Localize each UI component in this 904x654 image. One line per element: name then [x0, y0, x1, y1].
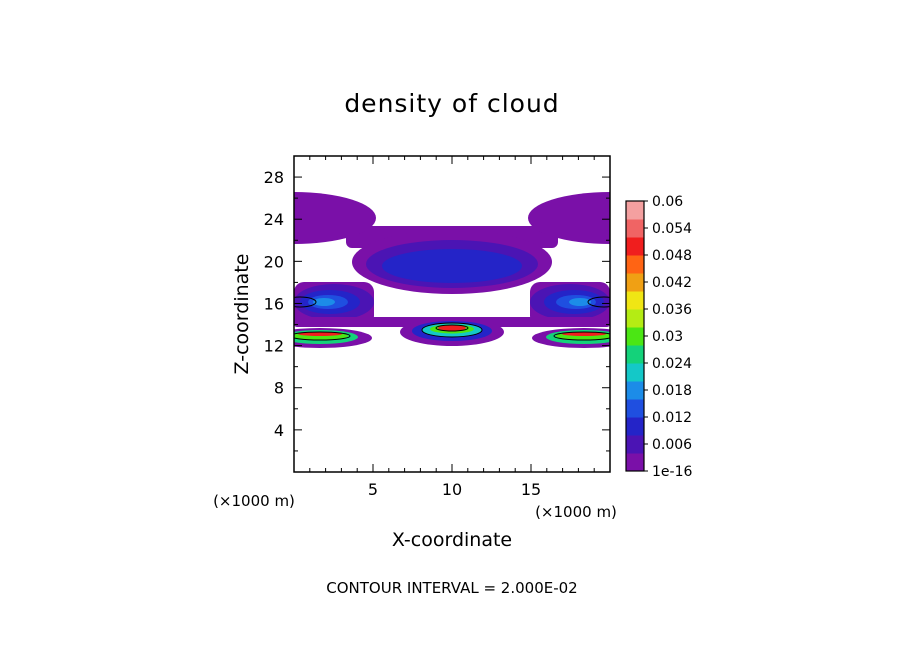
central-core-peak: [438, 325, 466, 331]
x-unit-label-right: (×1000 m): [535, 503, 617, 521]
colorbar-swatch: [626, 399, 644, 418]
chart-title: density of cloud: [344, 89, 559, 118]
colorbar-swatch: [626, 273, 644, 292]
contour-line-4: [553, 331, 610, 341]
cloud-band-level-3: [382, 249, 522, 283]
contour-line-3: [294, 331, 351, 341]
lower-core-left-peak: [298, 332, 342, 336]
y-axis-ticks: 4 8 12 16 20 24 28: [264, 168, 610, 452]
edge-cloud-left-outer: [294, 192, 376, 244]
colorbar-label: 0.012: [652, 410, 692, 426]
y-tick-label: 8: [274, 379, 284, 398]
y-tick-label: 12: [264, 337, 284, 356]
colorbar-label: 0.006: [652, 437, 692, 453]
contour-line-2: [435, 324, 469, 332]
colorbar-label: 0.036: [652, 302, 692, 318]
colorbar-swatch: [626, 237, 644, 256]
contour-line-5: [294, 296, 317, 308]
colorbar-swatch: [626, 309, 644, 328]
colorbar-swatch: [626, 435, 644, 454]
contour-line-1: [421, 322, 483, 338]
colorbar-label: 0.06: [652, 194, 683, 210]
contour-field: [294, 192, 610, 348]
y-axis-label: Z-coordinate: [231, 254, 253, 375]
colorbar-swatch: [626, 327, 644, 346]
y-tick-label: 20: [264, 252, 284, 271]
colorbar-swatch: [626, 219, 644, 238]
y-tick-label: 4: [274, 421, 284, 440]
lower-core-right-peak: [562, 332, 606, 336]
colorbar-swatch: [626, 417, 644, 436]
colorbar-label: 0.018: [652, 383, 692, 399]
colorbar-swatch: [626, 291, 644, 310]
contour-line-6: [587, 296, 610, 308]
x-tick-label: 15: [521, 480, 541, 499]
y-tick-label: 28: [264, 168, 284, 187]
edge-cloud-right-level-5: [569, 298, 591, 306]
contour-interval-note: CONTOUR INTERVAL = 2.000E-02: [326, 579, 577, 597]
colorbar-label: 0.054: [652, 221, 692, 237]
edge-cloud-right-outer: [528, 192, 610, 244]
x-tick-label: 5: [368, 480, 378, 499]
colorbar-swatch: [626, 255, 644, 274]
colorbar-swatch: [626, 201, 644, 220]
colorbar-swatch: [626, 381, 644, 400]
y-tick-label: 16: [264, 294, 284, 313]
colorbar-label: 0.024: [652, 356, 692, 372]
x-axis-ticks: 5 10 15: [309, 156, 595, 499]
x-unit-label-left: (×1000 m): [213, 492, 295, 510]
y-tick-label: 24: [264, 210, 284, 229]
colorbar-label: 0.042: [652, 275, 692, 291]
colorbar-swatch: [626, 363, 644, 382]
x-axis-label: X-coordinate: [392, 529, 512, 551]
colorbar-label: 0.03: [652, 329, 683, 345]
colorbar-label: 1e-16: [652, 464, 692, 480]
x-tick-label: 10: [442, 480, 462, 499]
colorbar-swatch: [626, 345, 644, 364]
colorbar: 0.06 0.054 0.048 0.042 0.036 0.03 0.024 0.018 0.…: [625, 194, 692, 480]
edge-cloud-left-level-5: [313, 298, 335, 306]
colorbar-label: 0.048: [652, 248, 692, 264]
colorbar-swatch: [626, 453, 644, 472]
